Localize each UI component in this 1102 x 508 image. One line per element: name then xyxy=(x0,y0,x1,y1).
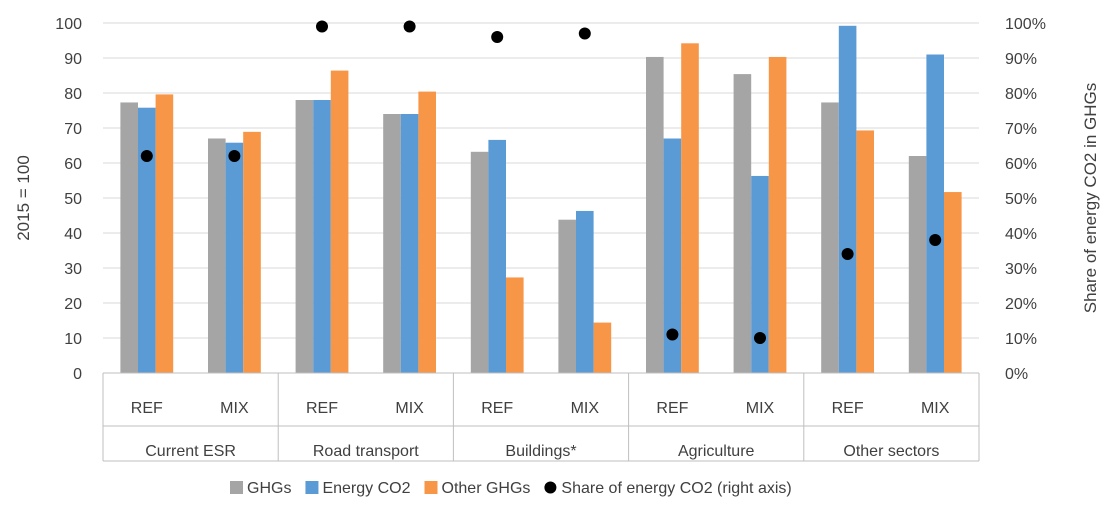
x-tick-label: MIX xyxy=(395,400,424,417)
y2-tick-label: 40% xyxy=(1005,226,1037,243)
y-tick-label: 30 xyxy=(64,261,82,278)
x-tick-label: REF xyxy=(832,400,864,417)
y2-tick-label: 30% xyxy=(1005,261,1037,278)
y-tick-label: 40 xyxy=(64,226,82,243)
bar-other-ghgs xyxy=(155,94,174,374)
y-tick-label: 20 xyxy=(64,296,82,313)
bar-energy-co2 xyxy=(313,100,331,373)
x-group-label: Road transport xyxy=(313,443,419,460)
bar-energy-co2 xyxy=(400,114,419,373)
bar-other-ghgs xyxy=(856,130,874,373)
y-tick-label: 50 xyxy=(64,191,82,208)
y2-tick-label: 100% xyxy=(1005,16,1046,33)
bar-other-ghgs xyxy=(243,131,261,373)
bar-ghgs xyxy=(558,219,576,373)
bar-energy-co2 xyxy=(576,210,594,373)
y2-tick-label: 20% xyxy=(1005,296,1037,313)
share-point xyxy=(841,248,854,260)
y-tick-label: 100 xyxy=(55,16,82,33)
share-point xyxy=(140,150,153,162)
y2-tick-label: 50% xyxy=(1005,191,1037,208)
y-tick-label: 90 xyxy=(64,51,82,68)
bar-other-ghgs xyxy=(506,277,524,373)
y-tick-label: 60 xyxy=(64,156,82,173)
x-group-label: Buildings* xyxy=(505,443,576,460)
share-point xyxy=(754,332,766,344)
legend-marker xyxy=(544,481,557,494)
bars xyxy=(120,25,962,374)
legend-swatch xyxy=(424,481,438,494)
share-point xyxy=(228,150,241,162)
bar-other-ghgs xyxy=(944,192,962,373)
legend-label: GHGs xyxy=(247,480,291,497)
y2-tick-label: 70% xyxy=(1005,121,1037,138)
y-axis-title: 2015 = 100 xyxy=(14,155,33,241)
share-point xyxy=(666,328,679,341)
bar-ghgs xyxy=(208,138,226,373)
bar-other-ghgs xyxy=(330,70,349,373)
x-tick-label: REF xyxy=(131,400,163,417)
legend-label: Other GHGs xyxy=(442,480,531,497)
x-tick-label: MIX xyxy=(746,400,775,417)
bar-other-ghgs xyxy=(418,91,436,373)
x-tick-label: MIX xyxy=(220,400,249,417)
y2-tick-label: 80% xyxy=(1005,86,1037,103)
bar-energy-co2 xyxy=(838,25,857,374)
y2-axis-title: Share of energy CO2 in GHGs xyxy=(1081,83,1100,314)
share-points xyxy=(140,20,942,344)
x-group-label: Current ESR xyxy=(145,443,236,460)
y2-tick-label: 10% xyxy=(1005,331,1037,348)
share-point xyxy=(403,20,416,33)
y2-tick-label: 0% xyxy=(1005,366,1028,383)
axes: 0 10 20 30 40 50 60 70 80 90 100 0% 10% 20% 30% 40% 50% 6… xyxy=(55,16,1046,462)
share-point xyxy=(491,31,504,43)
bar-ghgs xyxy=(120,102,138,373)
bar-energy-co2 xyxy=(138,107,156,373)
bar-other-ghgs xyxy=(681,43,699,374)
bar-ghgs xyxy=(295,100,314,373)
y-tick-label: 80 xyxy=(64,86,82,103)
bar-energy-co2 xyxy=(751,175,769,373)
bar-other-ghgs xyxy=(593,322,612,373)
bar-ghgs xyxy=(470,151,489,373)
legend-swatch xyxy=(230,481,243,494)
bar-energy-co2 xyxy=(225,142,244,373)
bar-energy-co2 xyxy=(488,139,506,373)
x-tick-label: MIX xyxy=(571,400,600,417)
y-tick-label: 70 xyxy=(64,121,82,138)
legend-label: Energy CO2 xyxy=(322,480,410,497)
legend-label: Share of energy CO2 (right axis) xyxy=(561,480,791,497)
x-group-label: Other sectors xyxy=(843,443,939,460)
share-point xyxy=(316,20,328,33)
x-tick-label: REF xyxy=(481,400,513,417)
bar-energy-co2 xyxy=(663,138,682,373)
legend: GHGs Energy CO2 Other GHGs Share of energy … xyxy=(230,480,792,497)
x-tick-label: MIX xyxy=(921,400,950,417)
bar-other-ghgs xyxy=(768,56,787,373)
y-tick-label: 0 xyxy=(73,366,82,383)
x-tick-label: REF xyxy=(306,400,338,417)
legend-swatch xyxy=(305,481,319,494)
y2-tick-label: 90% xyxy=(1005,51,1037,68)
bar-ghgs xyxy=(646,56,664,373)
bar-ghgs xyxy=(908,156,927,373)
x-tick-label: REF xyxy=(656,400,688,417)
share-point xyxy=(578,27,591,40)
y2-tick-label: 60% xyxy=(1005,156,1037,173)
bar-ghgs xyxy=(383,114,401,373)
bar-ghgs xyxy=(821,102,839,373)
y-tick-label: 10 xyxy=(64,331,82,348)
bar-energy-co2 xyxy=(926,54,944,373)
x-group-label: Agriculture xyxy=(678,443,755,460)
share-point xyxy=(929,234,942,246)
bar-ghgs xyxy=(733,74,752,373)
